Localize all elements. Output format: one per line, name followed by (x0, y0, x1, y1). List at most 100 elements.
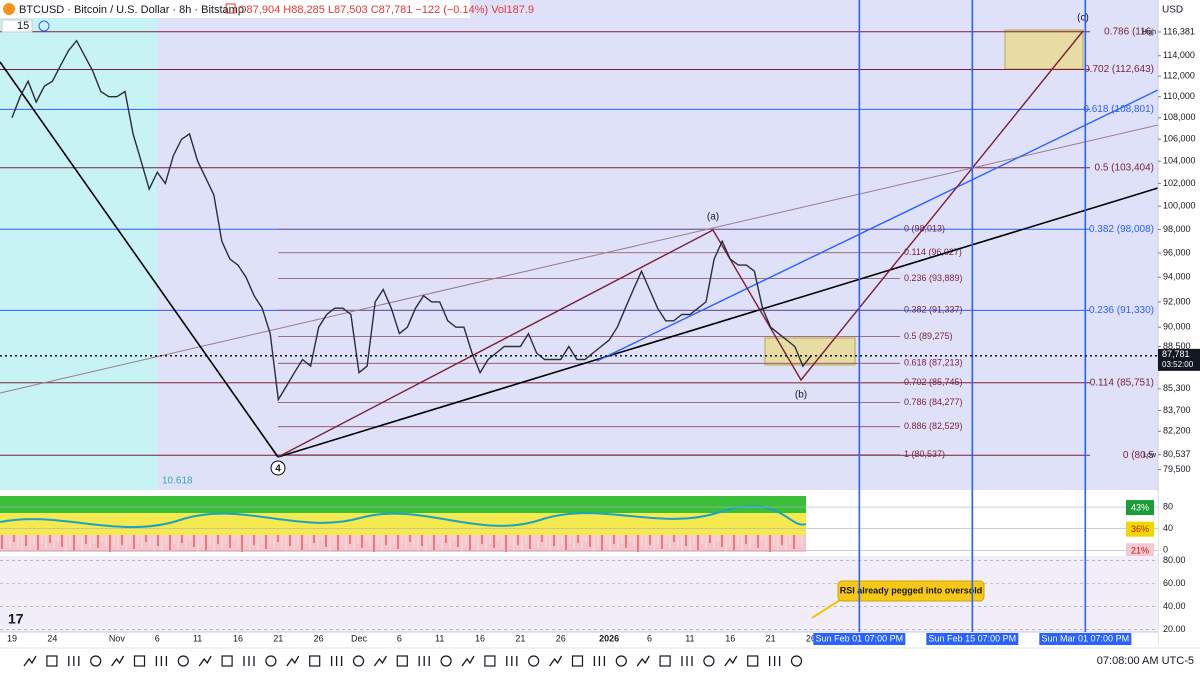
trendline (277, 187, 1159, 458)
y-tick-label: 90,000 (1163, 322, 1191, 332)
tool[interactable] (23, 655, 37, 667)
settings-icon[interactable] (38, 20, 50, 32)
fib-label: 0.382 (91,337) (904, 305, 963, 315)
tool[interactable] (571, 655, 584, 667)
tool[interactable] (243, 656, 255, 666)
y-tick-label: 100,000 (1163, 201, 1196, 211)
osc-badge (1126, 500, 1154, 516)
tool[interactable] (636, 655, 650, 667)
clock: 07:08:00 AM UTC-5 (1097, 655, 1194, 667)
osc-badge-label: 21% (1131, 546, 1149, 556)
fib-label: 0.618 (87,213) (904, 358, 963, 368)
tool-icon (265, 655, 277, 667)
currency: USD (1162, 5, 1183, 16)
status-icon (225, 3, 236, 14)
tool-icon (133, 655, 146, 667)
tool[interactable] (484, 655, 496, 667)
y-tick-label: 94,000 (1163, 272, 1191, 282)
highlight-zone (0, 18, 157, 490)
y-tick-label: 106,000 (1163, 134, 1196, 144)
x-tick-label: 19 (7, 633, 17, 643)
tool[interactable] (659, 655, 671, 667)
fib-label: 1 (80,537) (904, 449, 945, 459)
y-tick-label: 80,537 (1163, 449, 1191, 459)
y-tick-label: 114,000 (1163, 50, 1195, 60)
last-price-box (1158, 348, 1200, 371)
tool-icon (111, 655, 125, 667)
callout (837, 580, 985, 602)
tool-icon (747, 655, 759, 667)
y-tick-label: 82,200 (1163, 426, 1191, 436)
tool[interactable] (615, 655, 627, 667)
y-tick-label: 96,000 (1163, 247, 1191, 257)
y-tick-label: 79,500 (1163, 464, 1191, 474)
y-tick-label: 102,000 (1163, 178, 1196, 188)
x-tick-label: 26 (556, 633, 566, 643)
tool[interactable] (265, 655, 277, 667)
x-tick-label: 26 (314, 633, 324, 643)
low-tag: Low (1143, 452, 1157, 459)
rsi-tick-label: 20.00 (1163, 624, 1186, 634)
tool[interactable] (681, 656, 693, 666)
tool-icon (68, 656, 80, 666)
y-tick-label: 88,500 (1163, 341, 1191, 351)
tool[interactable] (790, 655, 803, 667)
fib-label: 0.114 (96,027) (904, 247, 962, 257)
osc-badge-label: 36% (1131, 524, 1149, 534)
rsi-tick-label: 40.00 (1163, 601, 1186, 611)
fib-label: 0.236 (91,330) (1089, 305, 1154, 316)
y-tick-label: 108,000 (1163, 112, 1196, 122)
tool[interactable] (133, 655, 146, 667)
tool[interactable] (549, 655, 563, 667)
tool[interactable] (724, 655, 738, 667)
fib-label: 0 (80,5 (1123, 450, 1155, 461)
tool[interactable] (352, 655, 365, 667)
wave-path (277, 30, 1084, 458)
osc-badge (1126, 543, 1154, 559)
tool-icon (593, 656, 606, 666)
tool[interactable] (90, 655, 102, 667)
target-box (764, 337, 856, 366)
tool[interactable] (768, 656, 781, 666)
tool[interactable] (528, 655, 540, 667)
tool[interactable] (177, 655, 189, 667)
tool[interactable] (593, 656, 606, 666)
tool[interactable] (68, 656, 80, 666)
fib-label: 0.114 (85,751) (1090, 377, 1154, 388)
quote: O87,904 H88,285 L87,503 C87,781 −122 (−0… (238, 4, 534, 16)
tool[interactable] (418, 656, 430, 666)
tool[interactable] (309, 655, 321, 667)
tool[interactable] (703, 655, 715, 667)
tool[interactable] (461, 655, 475, 667)
tool-icon (790, 655, 803, 667)
symbol[interactable]: BTCUSD · Bitcoin / U.S. Dollar · 8h · Bi… (19, 4, 244, 16)
tool[interactable] (506, 656, 518, 666)
tool[interactable] (286, 655, 300, 667)
tool[interactable] (440, 655, 452, 667)
x-tick-label: 6 (155, 633, 160, 643)
y-tick-label: 112,000 (1163, 70, 1195, 80)
tool[interactable] (221, 655, 233, 667)
tool[interactable] (111, 655, 125, 667)
y-tick-label: 104,000 (1163, 156, 1196, 166)
tool[interactable] (373, 655, 387, 667)
tool[interactable] (198, 655, 212, 667)
osc-tick-label: 0 (1163, 545, 1168, 555)
tool-icon (461, 655, 475, 667)
tool[interactable] (330, 656, 343, 666)
last-price: 87,781 (1162, 349, 1190, 359)
tool[interactable] (46, 655, 58, 667)
tool-icon (528, 655, 540, 667)
tool-icon (418, 656, 430, 666)
tool[interactable] (396, 655, 408, 667)
interval-box[interactable] (1, 19, 33, 33)
tool-icon (177, 655, 189, 667)
tool[interactable] (747, 655, 759, 667)
x-tick-label: 6 (647, 633, 652, 643)
tool-icon (571, 655, 584, 667)
tool[interactable] (155, 656, 168, 666)
rsi-tick-label: 60.00 (1163, 578, 1186, 588)
tool-icon (440, 655, 452, 667)
